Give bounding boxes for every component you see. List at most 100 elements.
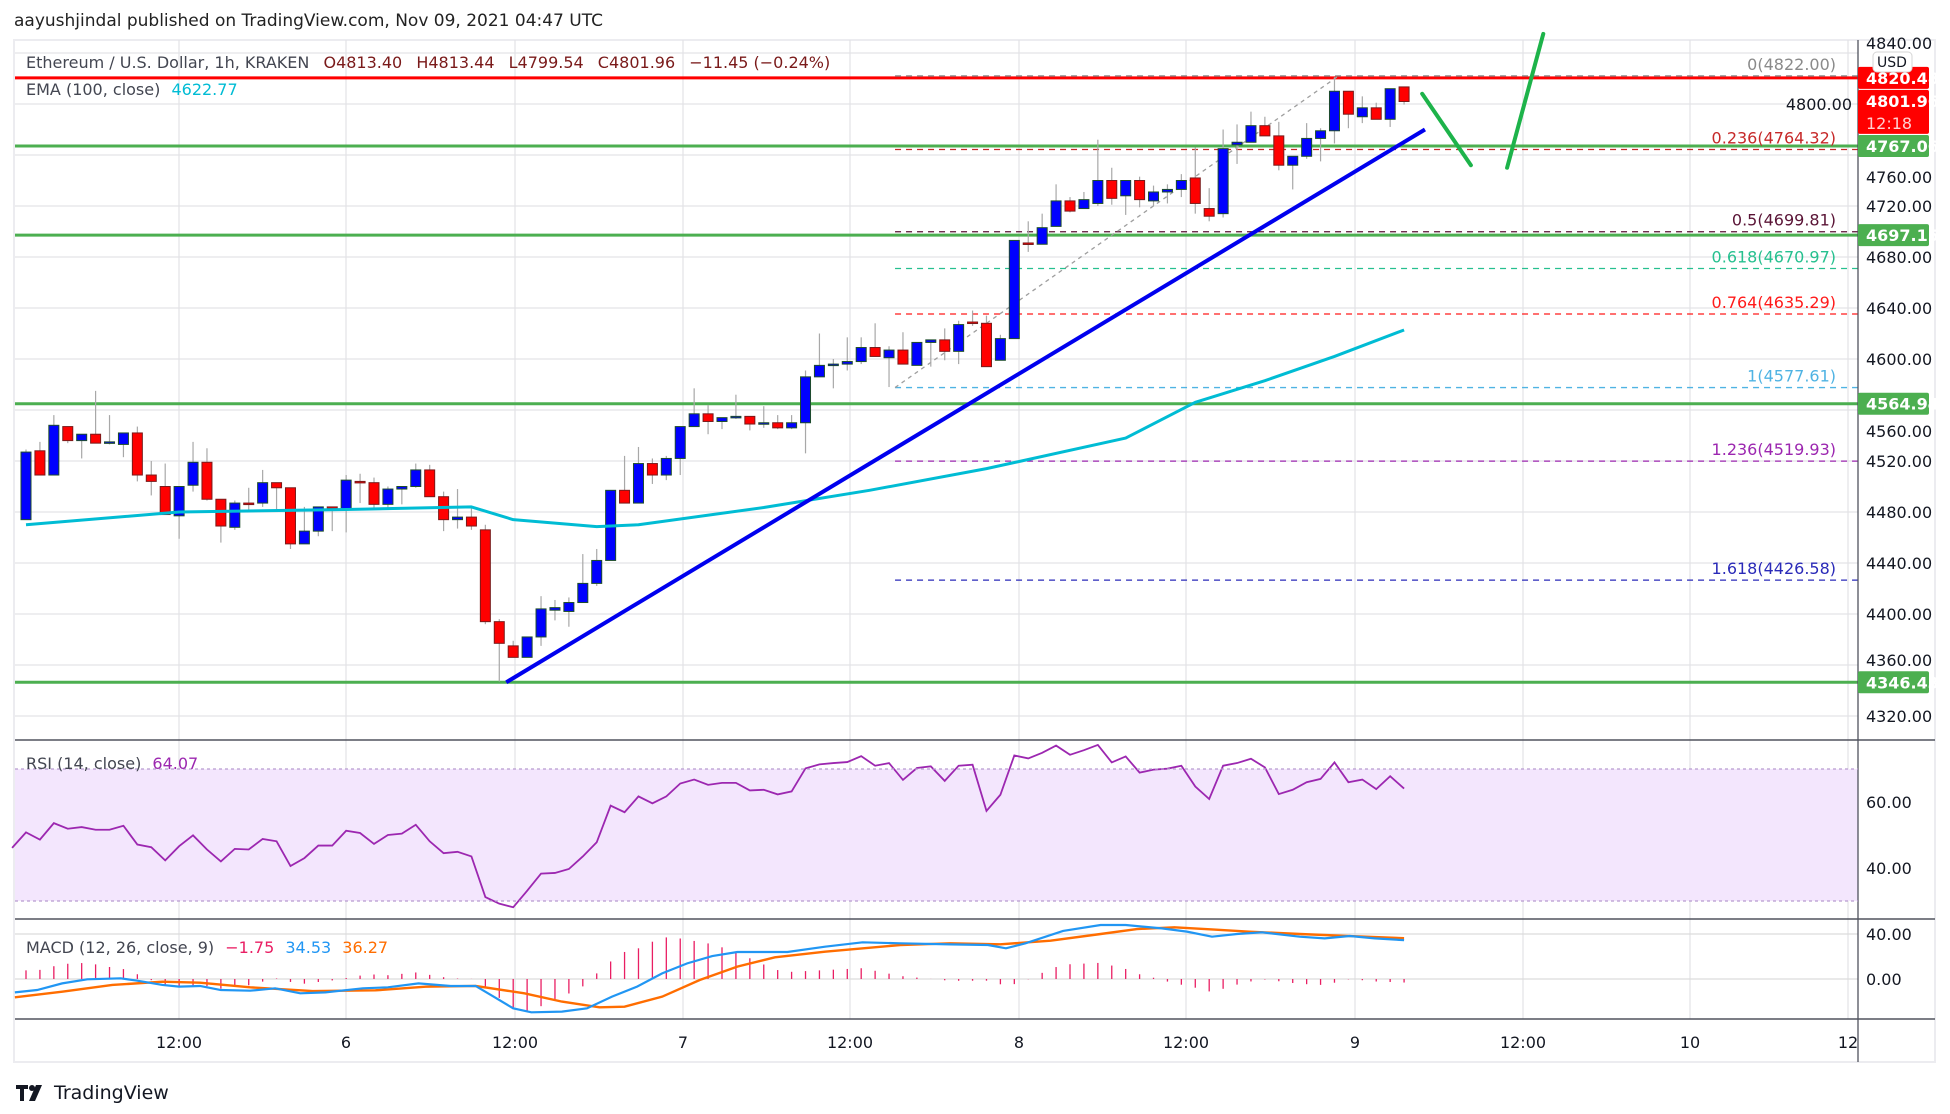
candle-up <box>1078 199 1090 210</box>
candle-up <box>1384 88 1396 120</box>
fib-level-label: 0(4822.00) <box>1747 55 1836 74</box>
candle-up <box>340 479 352 510</box>
candle-up <box>1120 180 1132 197</box>
time-axis-label: 9 <box>1350 1033 1360 1052</box>
support-price-box <box>1858 134 1929 157</box>
macd-line <box>14 923 1405 1014</box>
fib-level-label: 1.618(4426.58) <box>1712 559 1836 578</box>
candle-down <box>646 463 658 476</box>
change-value: −11.45 (−0.24%) <box>689 53 831 72</box>
low-value: L4799.54 <box>508 53 584 72</box>
candle-up <box>841 361 853 365</box>
projection-down-stroke <box>1420 91 1473 168</box>
candle-down <box>869 347 881 357</box>
candle-up <box>312 506 324 532</box>
candle-up <box>591 559 603 584</box>
tradingview-logo[interactable]: TradingView <box>16 1082 169 1104</box>
candle-up <box>521 636 533 658</box>
currency-label: USD <box>1877 55 1907 71</box>
support-price-label: 4564.94 <box>1866 395 1939 414</box>
rsi-band <box>15 769 1858 901</box>
tradingview-logo-icon <box>16 1085 42 1101</box>
fibonacci-retracement: 0(4822.00) 0.236(4764.32) 0.5(4699.81) 0.61… <box>894 55 1858 581</box>
macd-value: 34.53 <box>285 938 332 957</box>
rsi-pane <box>11 743 1405 909</box>
candle-down <box>479 529 491 623</box>
candle-up <box>827 363 839 367</box>
price-axis-labels: 4820.48 4801.96 12:18 4767.06 4697.15 4564.94… <box>1858 51 1939 694</box>
candle-down <box>1134 180 1146 201</box>
candle-up <box>674 426 686 459</box>
candle-down <box>1398 86 1410 103</box>
time-axis-label: 12:00 <box>492 1033 538 1052</box>
candle-down <box>34 450 46 476</box>
ema-value: 4622.77 <box>171 80 238 99</box>
candle-up <box>549 607 561 611</box>
candle-up <box>20 451 32 521</box>
candle-up <box>117 432 129 445</box>
candle-up <box>382 488 394 505</box>
candle-up <box>1245 125 1257 143</box>
fib-level-label: 0.764(4635.29) <box>1712 293 1836 312</box>
price-axis-label: 4760.00 <box>1866 168 1932 187</box>
candle-down <box>1259 125 1271 137</box>
candle-up <box>1036 227 1048 245</box>
symbol-legend: Ethereum / U.S. Dollar, 1h, KRAKEN O4813… <box>26 53 839 72</box>
candle-down <box>1022 242 1034 245</box>
candle-up <box>632 463 644 504</box>
time-axis-label: 8 <box>1014 1033 1024 1052</box>
candle-down <box>507 645 519 658</box>
candle-up <box>563 602 575 612</box>
rsi-legend[interactable]: RSI (14, close) 64.07 <box>26 754 198 773</box>
macd-signal-line <box>14 926 1405 1009</box>
candle-down <box>159 486 171 516</box>
candle-down <box>243 502 255 506</box>
price-axis-label: 4560.00 <box>1866 422 1932 441</box>
candle-down <box>1189 177 1201 204</box>
close-value: C4801.96 <box>597 53 676 72</box>
candle-down <box>493 621 505 644</box>
candle-up <box>229 502 241 528</box>
rsi-line <box>11 743 1405 909</box>
price-axis-label: 4440.00 <box>1866 554 1932 573</box>
candle-up <box>1231 141 1243 146</box>
fib-level-label: 1(4577.61) <box>1747 367 1836 386</box>
candle-up <box>994 338 1006 361</box>
macd-hist-value: −1.75 <box>225 938 275 957</box>
candle-up <box>660 457 672 476</box>
candle-down <box>201 461 213 500</box>
macd-legend[interactable]: MACD (12, 26, close, 9) −1.75 34.53 36.2… <box>26 938 388 957</box>
candle-down <box>1106 180 1118 199</box>
symbol-title[interactable]: Ethereum / U.S. Dollar, 1h, KRAKEN <box>26 53 310 72</box>
candle-up <box>1301 137 1313 157</box>
currency-badge[interactable] <box>1872 51 1913 73</box>
candle-up <box>855 347 867 363</box>
candle-up <box>535 608 547 638</box>
candle-up <box>883 349 895 359</box>
candle-down <box>772 422 784 429</box>
candle-up <box>911 341 923 366</box>
fib-level-label: 0.236(4764.32) <box>1712 128 1836 147</box>
time-axis-label: 12 <box>1838 1033 1858 1052</box>
candle-down <box>980 322 992 368</box>
horizontal-levels <box>15 76 1858 684</box>
candle-up <box>758 422 770 425</box>
resistance-price-box <box>1858 66 1929 89</box>
price-axis-label: 4320.00 <box>1866 707 1932 726</box>
ema-100-line <box>25 328 1405 529</box>
time-axis-label: 12:00 <box>156 1033 202 1052</box>
open-value: O4813.40 <box>323 53 403 72</box>
macd-signal-value: 36.27 <box>342 938 389 957</box>
candle-up <box>298 530 310 545</box>
ema-legend[interactable]: EMA (100, close) 4622.77 <box>26 80 238 99</box>
time-axis-label: 12:00 <box>827 1033 873 1052</box>
projection-up-stroke <box>1505 31 1546 170</box>
price-axis-label: 4800.00 <box>1786 95 1852 114</box>
published-caption: aayushjindal published on TradingView.co… <box>14 11 603 31</box>
bar-countdown-label: 12:18 <box>1866 114 1912 133</box>
support-price-label: 4767.06 <box>1866 137 1939 156</box>
price-axis-label: 4480.00 <box>1866 503 1932 522</box>
price-axis-label: 4520.00 <box>1866 452 1932 471</box>
chart-frame <box>13 39 1936 1063</box>
